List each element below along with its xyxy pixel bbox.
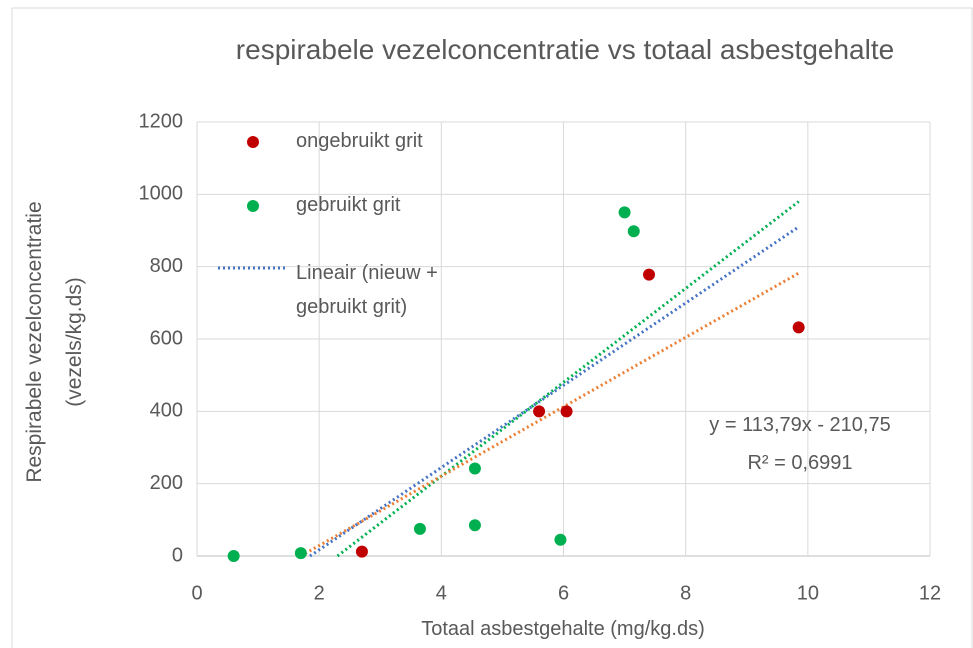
legend-marker <box>247 200 259 212</box>
trendline <box>309 225 800 558</box>
point <box>560 405 573 418</box>
legend-label: Lineair (nieuw + gebruikt grit) <box>296 262 438 318</box>
point <box>554 533 567 546</box>
x-tick-label: 4 <box>436 582 447 604</box>
y-axis-title: Respirabele vezelconcentratie (vezels/kg… <box>23 201 86 483</box>
y-tick-label: 0 <box>172 544 183 566</box>
legend-label: ongebruikt grit <box>296 130 423 152</box>
y-tick-label: 1200 <box>139 110 184 132</box>
point <box>355 545 368 558</box>
x-axis-title: Totaal asbestgehalte (mg/kg.ds) <box>421 618 705 640</box>
trendline <box>300 271 800 558</box>
y-tick-label: 200 <box>150 472 183 494</box>
point <box>468 519 481 532</box>
point <box>227 550 240 562</box>
chart-frame <box>11 7 973 648</box>
x-tick-label: 8 <box>680 582 691 604</box>
annotation: R² = 0,6991 <box>747 452 853 474</box>
point <box>618 206 631 219</box>
legend-marker <box>247 136 259 148</box>
point <box>468 462 481 475</box>
annotation: y = 113,79x - 210,75 <box>709 414 891 436</box>
point <box>643 268 656 281</box>
point <box>413 522 426 535</box>
point <box>627 225 640 238</box>
x-tick-label: 12 <box>919 582 941 604</box>
y-tick-label: 400 <box>150 400 183 422</box>
x-tick-label: 0 <box>191 582 202 604</box>
x-tick-label: 10 <box>797 582 819 604</box>
point <box>792 321 805 334</box>
y-tick-label: 600 <box>150 327 183 349</box>
point <box>533 405 546 418</box>
y-tick-label: 800 <box>150 255 183 277</box>
trendline <box>336 200 800 558</box>
point <box>294 547 307 560</box>
chart-title: respirabele vezelconcentratie vs totaal … <box>235 34 895 65</box>
x-tick-label: 6 <box>558 582 569 604</box>
y-tick-label: 1000 <box>139 183 184 205</box>
x-tick-label: 2 <box>314 582 325 604</box>
legend-label: gebruikt grit <box>296 194 401 216</box>
